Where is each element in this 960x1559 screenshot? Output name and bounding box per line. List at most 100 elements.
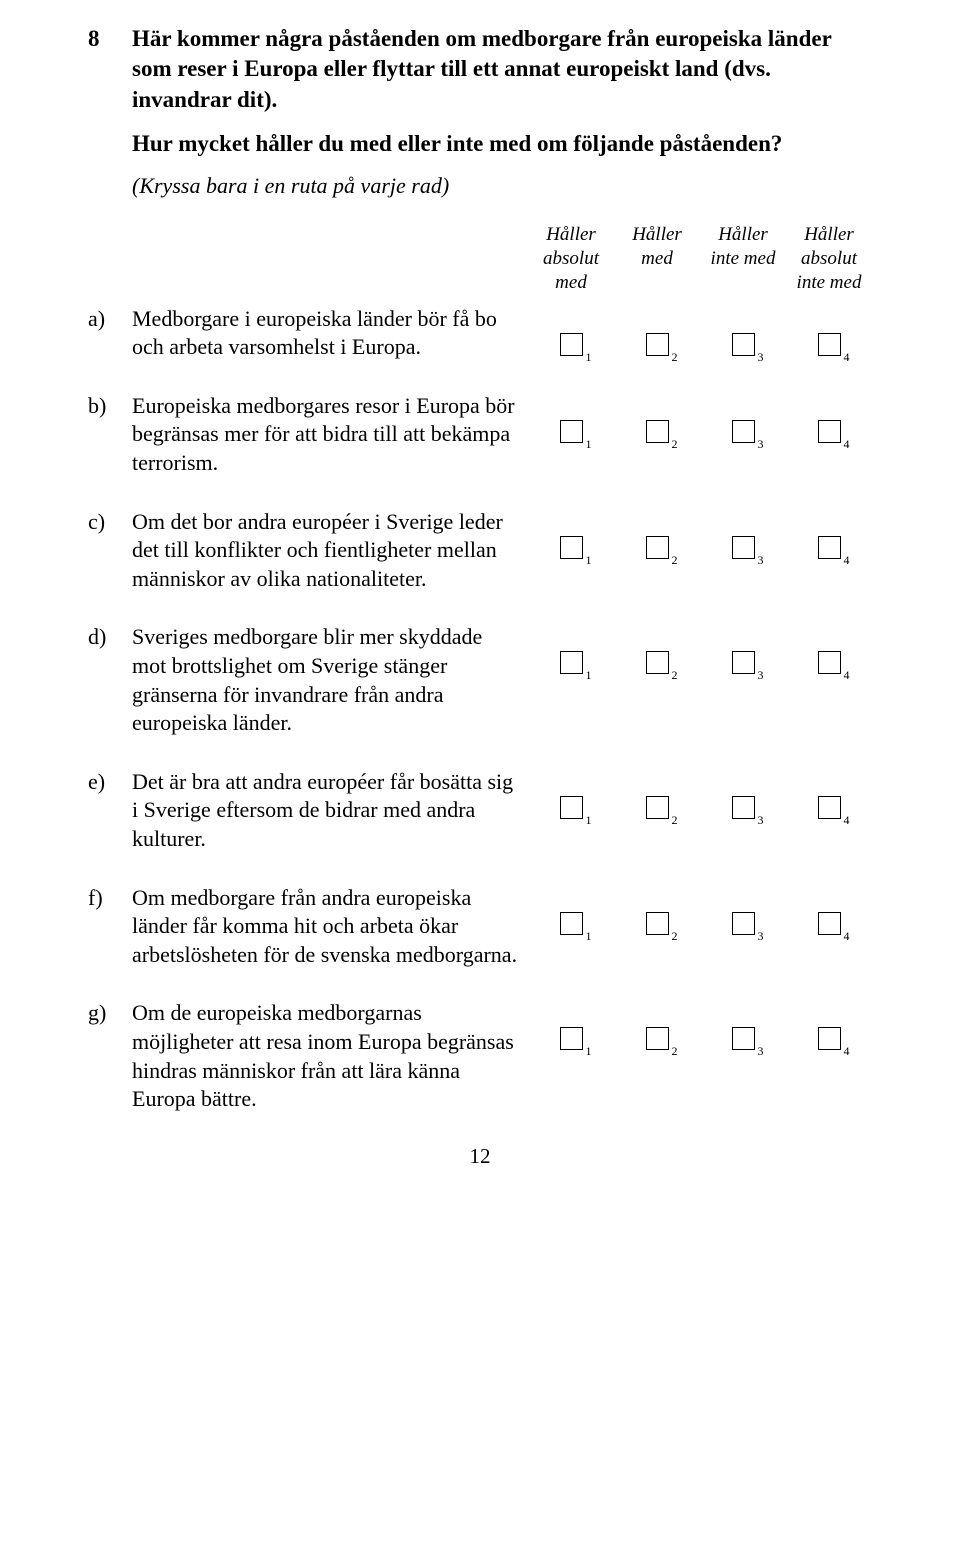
likert-checkbox[interactable]: 3 bbox=[732, 912, 755, 935]
checkbox-cell: 4 bbox=[786, 912, 872, 935]
item-row: c)Om det bor andra européer i Sverige le… bbox=[88, 508, 872, 594]
checkbox-cell: 1 bbox=[528, 333, 614, 356]
checkbox-cell: 3 bbox=[700, 333, 786, 356]
item-checkboxes: 1 2 3 4 bbox=[528, 305, 872, 356]
likert-checkbox[interactable]: 4 bbox=[818, 1027, 841, 1050]
item-row: a)Medborgare i europeiska länder bör få … bbox=[88, 305, 872, 362]
checkbox-cell: 1 bbox=[528, 651, 614, 674]
likert-checkbox[interactable]: 2 bbox=[646, 536, 669, 559]
checkbox-cell: 1 bbox=[528, 1027, 614, 1050]
likert-checkbox[interactable]: 1 bbox=[560, 912, 583, 935]
checkbox-subscript: 4 bbox=[844, 669, 850, 681]
likert-checkbox[interactable]: 2 bbox=[646, 420, 669, 443]
question-title-1: Här kommer några påståenden om medborgar… bbox=[132, 24, 872, 115]
likert-checkbox[interactable]: 4 bbox=[818, 333, 841, 356]
item-row: g)Om de europeiska medborgarnas möjlighe… bbox=[88, 999, 872, 1113]
likert-checkbox[interactable]: 4 bbox=[818, 536, 841, 559]
checkbox-cell: 3 bbox=[700, 1027, 786, 1050]
likert-checkbox[interactable]: 1 bbox=[560, 796, 583, 819]
item-text: Sveriges medborgare blir mer skyddade mo… bbox=[132, 623, 528, 737]
checkbox-subscript: 4 bbox=[844, 438, 850, 450]
question-number: 8 bbox=[88, 24, 132, 54]
header-columns: Håller absolut med Håller med Håller int… bbox=[528, 223, 872, 294]
checkbox-cell: 2 bbox=[614, 651, 700, 674]
checkbox-cell: 4 bbox=[786, 333, 872, 356]
item-text: Om medborgare från andra europeiska länd… bbox=[132, 884, 528, 970]
item-text: Om det bor andra européer i Sverige lede… bbox=[132, 508, 528, 594]
item-letter: c) bbox=[88, 508, 132, 537]
likert-checkbox[interactable]: 2 bbox=[646, 1027, 669, 1050]
item-letter: a) bbox=[88, 305, 132, 334]
checkbox-subscript: 3 bbox=[758, 1045, 764, 1057]
likert-checkbox[interactable]: 2 bbox=[646, 651, 669, 674]
item-letter: g) bbox=[88, 999, 132, 1028]
checkbox-subscript: 3 bbox=[758, 814, 764, 826]
likert-checkbox[interactable]: 1 bbox=[560, 651, 583, 674]
items-container: a)Medborgare i europeiska länder bör få … bbox=[88, 305, 872, 1114]
checkbox-cell: 1 bbox=[528, 420, 614, 443]
item-letter: d) bbox=[88, 623, 132, 652]
checkbox-cell: 4 bbox=[786, 651, 872, 674]
item-checkboxes: 1 2 3 4 bbox=[528, 999, 872, 1050]
checkbox-cell: 2 bbox=[614, 796, 700, 819]
checkbox-subscript: 4 bbox=[844, 1045, 850, 1057]
checkbox-cell: 2 bbox=[614, 1027, 700, 1050]
column-header: Håller med bbox=[614, 223, 700, 294]
checkbox-cell: 3 bbox=[700, 536, 786, 559]
likert-checkbox[interactable]: 2 bbox=[646, 912, 669, 935]
item-letter: f) bbox=[88, 884, 132, 913]
likert-checkbox[interactable]: 1 bbox=[560, 420, 583, 443]
column-header: Håller absolut med bbox=[528, 223, 614, 294]
likert-checkbox[interactable]: 2 bbox=[646, 333, 669, 356]
checkbox-cell: 3 bbox=[700, 420, 786, 443]
item-checkboxes: 1 2 3 4 bbox=[528, 768, 872, 819]
checkbox-cell: 1 bbox=[528, 912, 614, 935]
likert-checkbox[interactable]: 3 bbox=[732, 420, 755, 443]
likert-checkbox[interactable]: 4 bbox=[818, 796, 841, 819]
checkbox-subscript: 1 bbox=[586, 351, 592, 363]
checkbox-subscript: 1 bbox=[586, 669, 592, 681]
checkbox-subscript: 2 bbox=[672, 930, 678, 942]
likert-checkbox[interactable]: 2 bbox=[646, 796, 669, 819]
likert-checkbox[interactable]: 3 bbox=[732, 796, 755, 819]
item-text: Europeiska medborgares resor i Europa bö… bbox=[132, 392, 528, 478]
column-header: Håller absolut inte med bbox=[786, 223, 872, 294]
likert-checkbox[interactable]: 3 bbox=[732, 536, 755, 559]
item-letter: e) bbox=[88, 768, 132, 797]
likert-checkbox[interactable]: 4 bbox=[818, 912, 841, 935]
column-header: Håller inte med bbox=[700, 223, 786, 294]
item-letter: b) bbox=[88, 392, 132, 421]
item-row: b)Europeiska medborgares resor i Europa … bbox=[88, 392, 872, 478]
header-spacer bbox=[88, 223, 528, 294]
likert-checkbox[interactable]: 4 bbox=[818, 651, 841, 674]
item-row: d)Sveriges medborgare blir mer skyddade … bbox=[88, 623, 872, 737]
item-checkboxes: 1 2 3 4 bbox=[528, 623, 872, 674]
checkbox-cell: 3 bbox=[700, 912, 786, 935]
checkbox-subscript: 4 bbox=[844, 930, 850, 942]
item-checkboxes: 1 2 3 4 bbox=[528, 392, 872, 443]
checkbox-subscript: 4 bbox=[844, 554, 850, 566]
likert-checkbox[interactable]: 1 bbox=[560, 1027, 583, 1050]
likert-checkbox[interactable]: 3 bbox=[732, 651, 755, 674]
likert-checkbox[interactable]: 1 bbox=[560, 333, 583, 356]
likert-checkbox[interactable]: 3 bbox=[732, 1027, 755, 1050]
likert-checkbox[interactable]: 1 bbox=[560, 536, 583, 559]
checkbox-subscript: 2 bbox=[672, 669, 678, 681]
question-instruction: (Kryssa bara i en ruta på varje rad) bbox=[132, 173, 872, 199]
checkbox-subscript: 1 bbox=[586, 1045, 592, 1057]
checkbox-subscript: 1 bbox=[586, 814, 592, 826]
checkbox-subscript: 2 bbox=[672, 438, 678, 450]
checkbox-subscript: 2 bbox=[672, 554, 678, 566]
survey-page: 8 Här kommer några påståenden om medborg… bbox=[0, 0, 960, 1209]
page-number: 12 bbox=[88, 1144, 872, 1169]
checkbox-subscript: 3 bbox=[758, 669, 764, 681]
item-text: Medborgare i europeiska länder bör få bo… bbox=[132, 305, 528, 362]
question-title-2: Hur mycket håller du med eller inte med … bbox=[132, 129, 872, 159]
likert-checkbox[interactable]: 4 bbox=[818, 420, 841, 443]
item-checkboxes: 1 2 3 4 bbox=[528, 508, 872, 559]
checkbox-cell: 1 bbox=[528, 796, 614, 819]
checkbox-cell: 4 bbox=[786, 796, 872, 819]
likert-checkbox[interactable]: 3 bbox=[732, 333, 755, 356]
checkbox-subscript: 4 bbox=[844, 814, 850, 826]
checkbox-subscript: 3 bbox=[758, 351, 764, 363]
